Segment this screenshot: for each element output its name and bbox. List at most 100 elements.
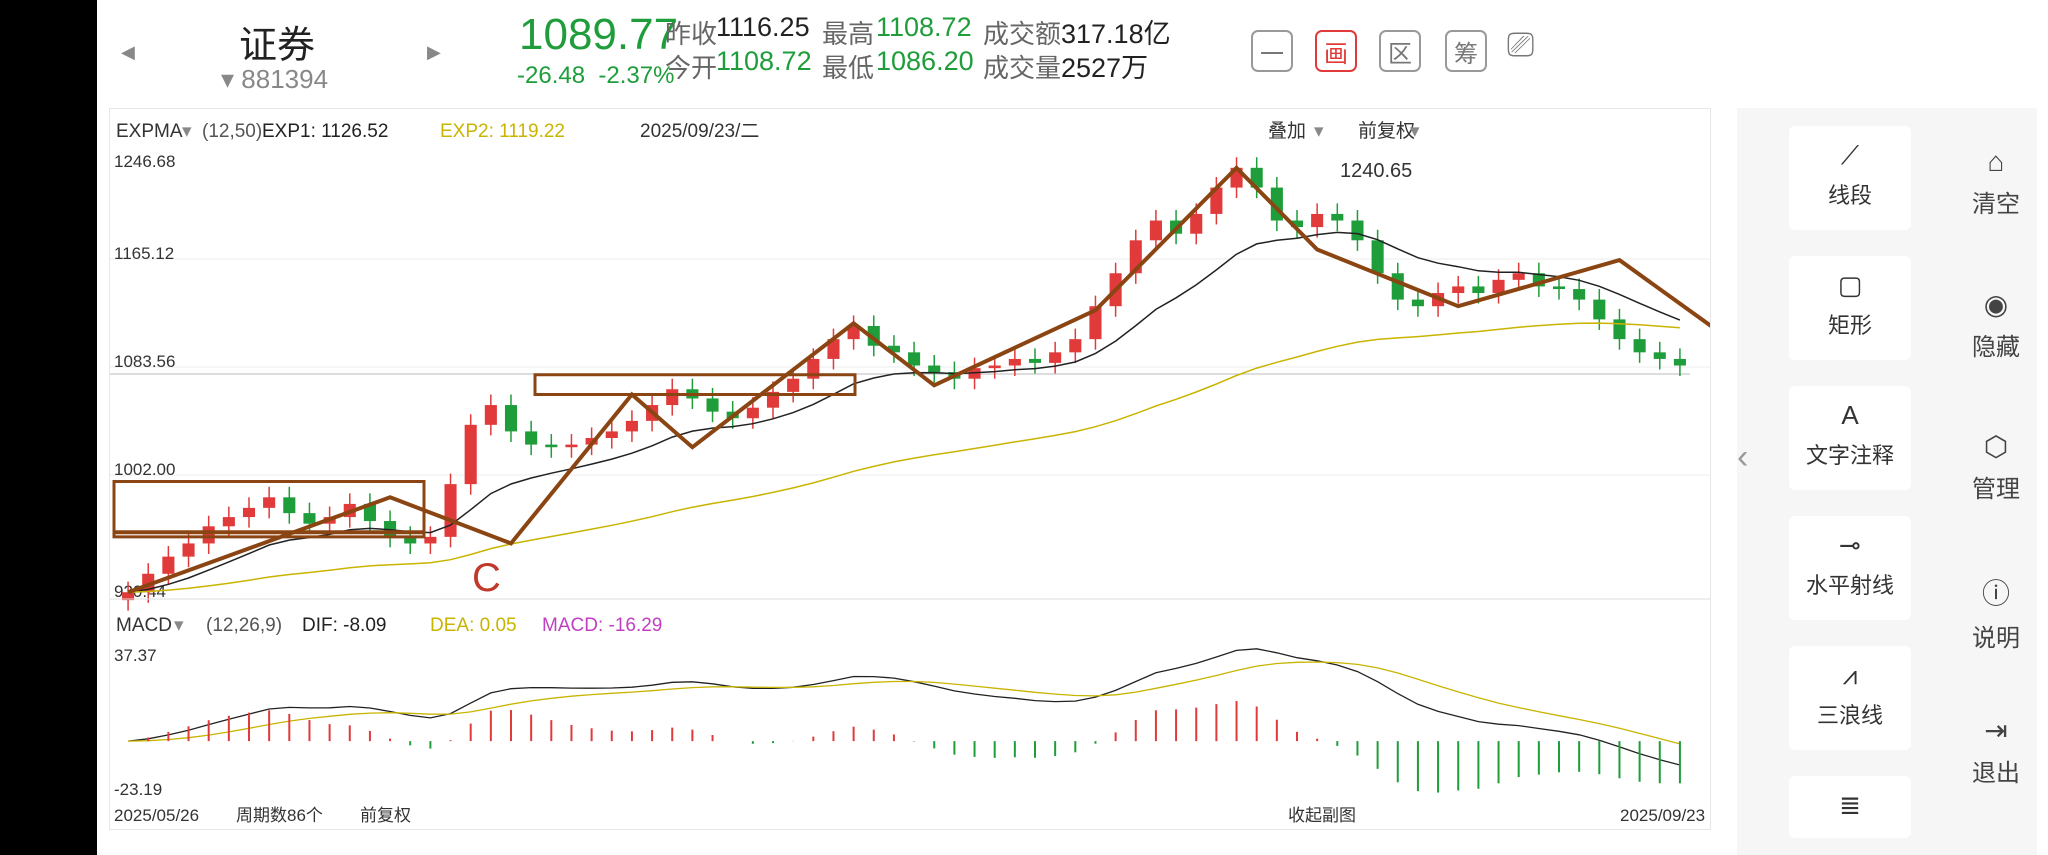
change-percent: -2.37% [598, 62, 675, 89]
action-label: 管理 [1972, 476, 2020, 503]
stat-value: 1116.25 [716, 12, 810, 42]
wave-drawing-line [127, 164, 1710, 595]
three-wave-icon: ⩘ [1842, 660, 1858, 690]
stat-value: 1108.72 [716, 46, 812, 76]
action-exit[interactable]: ⇥ 退出 [1961, 714, 2031, 788]
next-stock-icon[interactable]: ▶ [427, 42, 441, 62]
dropdown-icon[interactable]: ▾ [1410, 121, 1420, 142]
candle-body [283, 497, 296, 514]
stat-value: 317.18亿 [1061, 19, 1171, 49]
candle-body [1411, 299, 1424, 307]
candle-body [1089, 306, 1102, 340]
candle-body [263, 497, 276, 508]
overlay-button[interactable]: 叠加 [1268, 120, 1306, 142]
stat-label: 今开 [665, 53, 718, 83]
stock-name: 证券 [239, 25, 316, 67]
dropdown-icon[interactable]: ▾ [182, 121, 192, 142]
candle-body [988, 365, 1001, 369]
candle-body [1069, 339, 1082, 353]
indicator-params: (12,50) [202, 121, 262, 142]
action-manage[interactable]: ⬡ 管理 [1961, 430, 2031, 504]
toolbar-button-range[interactable]: 区 [1379, 30, 1421, 72]
candle-body [122, 592, 135, 601]
macd-y-bottom: -23.19 [114, 780, 162, 799]
candle-body [162, 556, 175, 574]
candle-body [1472, 286, 1485, 294]
candle-body [605, 431, 618, 439]
candle-body [625, 420, 638, 432]
change-value: -26.48 [517, 62, 586, 89]
y-tick-label: 1083.56 [114, 352, 175, 371]
drawing-tools-panel: ‹ ⟋ 线段 ▢ 矩形 A 文字注释 ⊸ 水平射线 ⩘ 三浪线 ≣ ⌂ 清空 ◉ [1737, 108, 2037, 855]
hide-eye-icon: ◉ [1983, 289, 2009, 320]
macd-value: MACD: -16.29 [542, 615, 662, 636]
candle-body [404, 536, 417, 544]
rectangle-icon: ▢ [1837, 270, 1863, 300]
rotate-screen-icon[interactable]: ⎚ [1507, 26, 1535, 64]
candle-body [222, 517, 235, 527]
period-count: 周期数86个 [236, 806, 323, 825]
stat-value: 1086.20 [876, 46, 974, 76]
stock-code[interactable]: ▾ 881394 [221, 64, 328, 95]
action-hide[interactable]: ◉ 隐藏 [1961, 288, 2031, 362]
stat-label: 成交量 [983, 53, 1062, 83]
macd-y-top: 37.37 [114, 646, 157, 665]
exp1-line [127, 231, 1681, 593]
dropdown-icon[interactable]: ▾ [174, 615, 184, 636]
prev-stock-icon[interactable]: ◀ [121, 42, 135, 62]
candle-body [928, 365, 941, 373]
action-clear[interactable]: ⌂ 清空 [1961, 146, 2031, 219]
tool-three-wave[interactable]: ⩘ 三浪线 [1789, 646, 1911, 750]
adjust-button[interactable]: 前复权 [1358, 120, 1415, 142]
action-help[interactable]: ⓘ 说明 [1961, 572, 2031, 653]
kline-chart-area[interactable]: EXPMA ▾ (12,50) EXP1: 1126.52 EXP2: 1119… [109, 108, 1711, 830]
app-screen: ◀ ▶ 证券 ▾ 881394 1089.77 -26.48 -2.37% 昨收… [97, 0, 2048, 855]
tool-line-segment[interactable]: ⟋ 线段 [1789, 126, 1911, 230]
macd-indicator-selector[interactable]: MACD [116, 615, 172, 636]
candle-body [444, 484, 457, 537]
exp1-value: EXP1: 1126.52 [262, 121, 388, 142]
macd-dif: DIF: -8.09 [302, 615, 386, 636]
candle-body [1492, 279, 1505, 294]
tool-text-annotation[interactable]: A 文字注释 [1789, 386, 1911, 490]
tool-label: 文字注释 [1805, 443, 1894, 468]
tool-more[interactable]: ≣ [1789, 776, 1911, 838]
collapse-subchart-button[interactable]: 收起副图 [1288, 806, 1356, 825]
candle-body [363, 503, 376, 522]
tool-rectangle[interactable]: ▢ 矩形 [1789, 256, 1911, 360]
toolbar-button-chips[interactable]: 筹 [1445, 30, 1487, 72]
indicator-selector[interactable]: EXPMA [116, 121, 183, 142]
horizontal-ray-icon: ⊸ [1839, 530, 1861, 560]
text-annotation-icon: A [1841, 400, 1859, 430]
candle-body [484, 405, 497, 425]
candle-body [1331, 213, 1344, 221]
macd-dea: DEA: 0.05 [430, 615, 517, 636]
candle-body [1573, 289, 1586, 300]
candle-body [827, 339, 840, 359]
stat-value: 1108.72 [876, 12, 972, 42]
line-segment-icon: ⟋ [1840, 140, 1860, 170]
macd-dif-line [128, 648, 1681, 766]
candle-body [464, 424, 477, 485]
candle-body [1593, 299, 1606, 320]
candle-body [1149, 220, 1162, 241]
stat-label: 最高 [822, 19, 875, 49]
candle-body [424, 536, 437, 544]
toolbar-button-draw[interactable]: 画 [1315, 30, 1357, 72]
dropdown-icon[interactable]: ▾ [1314, 121, 1324, 142]
x-end-date: 2025/09/23 [1620, 806, 1705, 825]
candle-body [1552, 286, 1566, 290]
collapse-panel-icon[interactable]: ‹ [1737, 438, 1749, 476]
drawing-annotation-c: C [472, 556, 501, 600]
tool-horizontal-ray[interactable]: ⊸ 水平射线 [1789, 516, 1911, 620]
candle-body [666, 389, 679, 406]
tool-label: 线段 [1827, 183, 1872, 208]
toolbar-button-line[interactable]: 一 [1251, 30, 1293, 72]
action-label: 隐藏 [1972, 334, 2020, 361]
stat-value: 2527万 [1061, 53, 1149, 83]
candle-body [1633, 339, 1646, 353]
action-label: 退出 [1972, 760, 2020, 787]
tool-label: 水平射线 [1805, 573, 1894, 598]
candle-body [565, 444, 578, 448]
action-label: 说明 [1972, 625, 2020, 652]
